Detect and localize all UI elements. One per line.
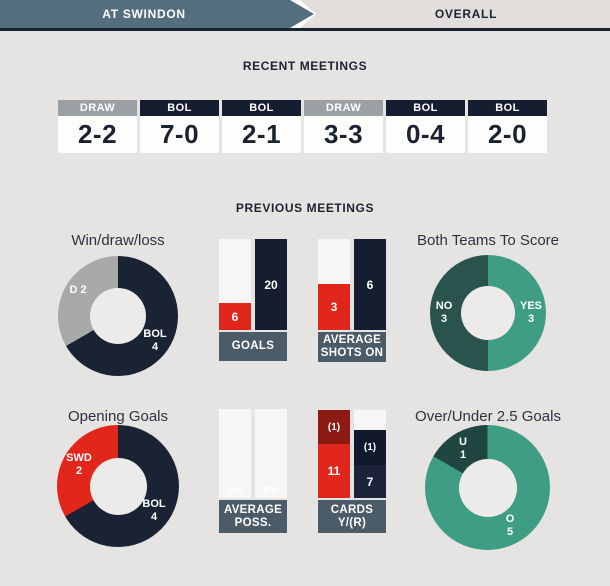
possession-swd-bar: 0% xyxy=(219,409,251,498)
cards-swd-red-segment: (1) xyxy=(318,410,350,444)
meeting-result: DRAW xyxy=(304,100,383,116)
meeting-score: 2-1 xyxy=(222,116,301,153)
wdl-draw-label: D 2 xyxy=(69,284,87,296)
possession-bol-bar: 0% xyxy=(255,409,287,498)
meeting-result: BOL xyxy=(386,100,465,116)
shots-bol-bar: 6 xyxy=(354,239,386,330)
possession-chart-footer: AVERAGE POSS. xyxy=(219,500,287,533)
meeting-result: BOL xyxy=(222,100,301,116)
over-under-donut-hole xyxy=(458,458,517,517)
meeting-score: 3-3 xyxy=(304,116,383,153)
tab-bar: AT SWINDON OVERALL xyxy=(0,0,610,31)
wdl-bol-label: BOL 4 xyxy=(143,328,167,353)
btts-donut-hole xyxy=(461,286,515,340)
tab-at-swindon[interactable]: AT SWINDON xyxy=(0,0,314,28)
meeting-score: 7-0 xyxy=(140,116,219,153)
goals-bol-bar: 20 xyxy=(255,239,287,330)
meeting-card: DRAW 3-3 xyxy=(304,100,383,153)
meeting-result: BOL xyxy=(140,100,219,116)
meeting-result: BOL xyxy=(468,100,547,116)
cards-swd-yellow-segment: 11 xyxy=(318,444,350,498)
over-under-chart-title: Over/Under 2.5 Goals xyxy=(415,408,561,425)
opening-bol-label: BOL 4 xyxy=(142,498,166,523)
goals-chart-footer: GOALS xyxy=(219,332,287,361)
meeting-score: 2-2 xyxy=(58,116,137,153)
btts-no-label: NO 3 xyxy=(435,300,453,325)
shots-bar-chart: 3 6 xyxy=(318,239,386,330)
tab-overall[interactable]: OVERALL xyxy=(300,0,610,28)
cards-chart-footer: CARDS Y/(R) xyxy=(318,500,386,533)
opening-goals-donut-hole xyxy=(89,457,147,515)
cards-bol-red-segment: (1) xyxy=(354,430,386,465)
shots-chart-footer: AVERAGE SHOTS ON xyxy=(318,332,386,362)
meeting-card: BOL 2-0 xyxy=(468,100,547,153)
recent-meetings-row: DRAW 2-2 BOL 7-0 BOL 2-1 DRAW 3-3 BOL 0-… xyxy=(58,100,547,153)
goals-bar-chart: 6 20 xyxy=(219,239,287,330)
meeting-card: DRAW 2-2 xyxy=(58,100,137,153)
wdl-donut-chart: D 2 BOL 4 xyxy=(58,256,178,376)
meeting-card: BOL 0-4 xyxy=(386,100,465,153)
btts-chart-title: Both Teams To Score xyxy=(416,232,560,249)
wdl-chart-title: Win/draw/loss xyxy=(71,232,165,249)
meeting-card: BOL 2-1 xyxy=(222,100,301,153)
wdl-donut-hole xyxy=(90,288,146,344)
opening-swd-label: SWD 2 xyxy=(66,452,92,477)
possession-bar-chart: 0% 0% xyxy=(219,409,287,498)
meeting-card: BOL 7-0 xyxy=(140,100,219,153)
shots-swd-bar: 3 xyxy=(318,284,350,330)
opening-goals-donut-chart: SWD 2 BOL 4 xyxy=(57,425,179,547)
meeting-score: 0-4 xyxy=(386,116,465,153)
btts-yes-label: YES 3 xyxy=(519,300,542,325)
previous-meetings-heading: PREVIOUS MEETINGS xyxy=(235,201,375,215)
meeting-result: DRAW xyxy=(58,100,137,116)
goals-swd-bar: 6 xyxy=(219,303,251,330)
meeting-score: 2-0 xyxy=(468,116,547,153)
opening-goals-chart-title: Opening Goals xyxy=(67,408,169,425)
recent-meetings-heading: RECENT MEETINGS xyxy=(242,59,368,73)
cards-bol-yellow-segment: 7 xyxy=(354,465,386,498)
btts-donut-chart: NO 3 YES 3 xyxy=(430,255,546,371)
cards-bar-chart: (1) 11 (1) 7 xyxy=(318,410,386,498)
